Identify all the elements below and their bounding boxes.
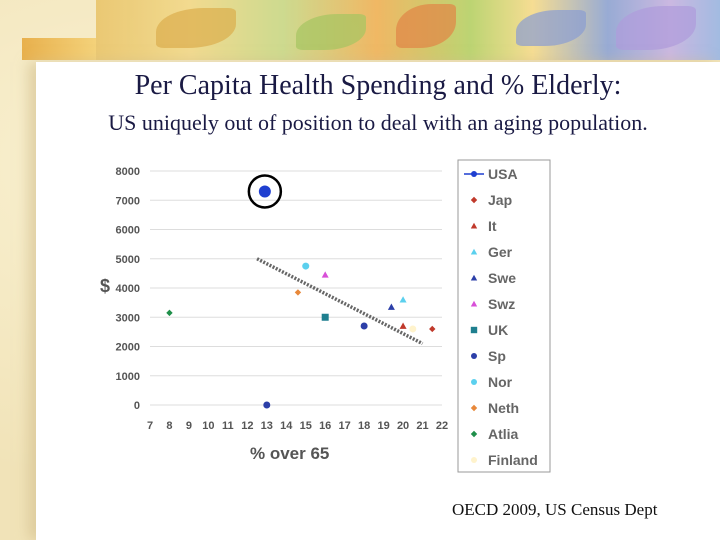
point-swz bbox=[321, 271, 329, 278]
x-tick-label: 7 bbox=[147, 420, 153, 432]
legend-entry: Nor bbox=[488, 374, 513, 390]
slide-subtitle: US uniquely out of position to deal with… bbox=[108, 110, 648, 135]
point-swe bbox=[387, 303, 395, 310]
highlight-circle bbox=[247, 174, 283, 209]
x-tick-label: 14 bbox=[280, 420, 293, 432]
point-sp bbox=[360, 322, 368, 330]
x-tick-label: 18 bbox=[358, 420, 370, 432]
legend-box bbox=[457, 159, 551, 473]
point-usa bbox=[258, 185, 271, 198]
point-finland bbox=[409, 325, 417, 333]
legend-entry: Jap bbox=[488, 192, 512, 208]
point-uk bbox=[321, 313, 329, 321]
legend-entry: Finland bbox=[488, 452, 538, 468]
point-neth bbox=[294, 289, 302, 296]
y-tick-label: 3000 bbox=[116, 312, 140, 324]
x-tick-label: 15 bbox=[300, 420, 312, 432]
legend-marker bbox=[470, 196, 478, 204]
legend-marker bbox=[470, 430, 478, 438]
point-ger bbox=[399, 296, 407, 303]
y-tick-label: 6000 bbox=[116, 225, 140, 237]
point-sp bbox=[263, 401, 271, 409]
x-tick-label: 22 bbox=[436, 420, 448, 432]
legend-entry: UK bbox=[488, 322, 508, 338]
y-axis-title: $ bbox=[100, 276, 110, 296]
trendline-path bbox=[256, 257, 424, 346]
x-tick-label: 8 bbox=[166, 420, 172, 432]
x-axis-title: % over 65 bbox=[250, 444, 329, 463]
slide-title: Per Capita Health Spending and % Elderly… bbox=[134, 70, 622, 101]
y-tick-label: 4000 bbox=[116, 283, 140, 295]
source-citation: OECD 2009, US Census Dept bbox=[452, 500, 658, 519]
x-tick-label: 12 bbox=[241, 420, 253, 432]
y-tick-label: 0 bbox=[134, 400, 140, 412]
x-tick-label: 9 bbox=[186, 420, 192, 432]
decorative-strip bbox=[22, 38, 96, 60]
legend-marker bbox=[470, 404, 478, 412]
x-axis-ticks: 7 8 9 10 11 12 13 14 15 16 17 18 19 20 21 22 bbox=[147, 420, 448, 432]
legend-entry: Sp bbox=[488, 348, 506, 364]
usa-highlight bbox=[247, 174, 283, 209]
x-tick-label: 20 bbox=[397, 420, 409, 432]
legend: USA Jap It Ger Swe Swz UK Sp Nor Neth Atlia Finland bbox=[464, 166, 538, 468]
point-atlia bbox=[166, 309, 173, 317]
x-tick-label: 16 bbox=[319, 420, 331, 432]
legend-entry: Ger bbox=[488, 244, 513, 260]
y-tick-label: 2000 bbox=[116, 342, 140, 354]
legend-entry: Swz bbox=[488, 296, 515, 312]
legend-marker bbox=[471, 379, 477, 385]
x-tick-label: 19 bbox=[377, 420, 389, 432]
legend-entry: It bbox=[488, 218, 497, 234]
point-nor bbox=[302, 262, 310, 270]
trendline bbox=[256, 257, 424, 346]
legend-entry: USA bbox=[488, 166, 518, 182]
legend-marker bbox=[471, 353, 477, 359]
y-tick-label: 5000 bbox=[116, 254, 140, 266]
x-tick-label: 11 bbox=[222, 420, 234, 432]
legend-entry: Swe bbox=[488, 270, 516, 286]
legend-marker bbox=[470, 274, 478, 281]
gridlines bbox=[150, 170, 442, 406]
legend-entry: Neth bbox=[488, 400, 519, 416]
y-tick-label: 8000 bbox=[116, 166, 140, 178]
x-tick-label: 21 bbox=[416, 420, 428, 432]
legend-marker bbox=[470, 300, 478, 307]
point-it bbox=[399, 322, 407, 329]
x-tick-label: 13 bbox=[261, 420, 273, 432]
data-points bbox=[166, 185, 436, 409]
legend-marker bbox=[470, 222, 478, 229]
legend-entry: Atlia bbox=[488, 426, 519, 442]
legend-marker bbox=[470, 248, 478, 255]
x-tick-label: 10 bbox=[202, 420, 214, 432]
y-axis-ticks: 0 1000 2000 3000 4000 5000 6000 7000 8000 bbox=[116, 166, 140, 412]
point-jap bbox=[429, 325, 436, 333]
legend-marker bbox=[471, 171, 477, 177]
decorative-leaf-banner bbox=[96, 0, 720, 60]
x-tick-label: 17 bbox=[339, 420, 351, 432]
legend-marker bbox=[470, 326, 478, 334]
y-tick-label: 7000 bbox=[116, 195, 140, 207]
plot-area bbox=[150, 160, 448, 478]
legend-marker bbox=[471, 457, 477, 463]
y-tick-label: 1000 bbox=[116, 371, 140, 383]
